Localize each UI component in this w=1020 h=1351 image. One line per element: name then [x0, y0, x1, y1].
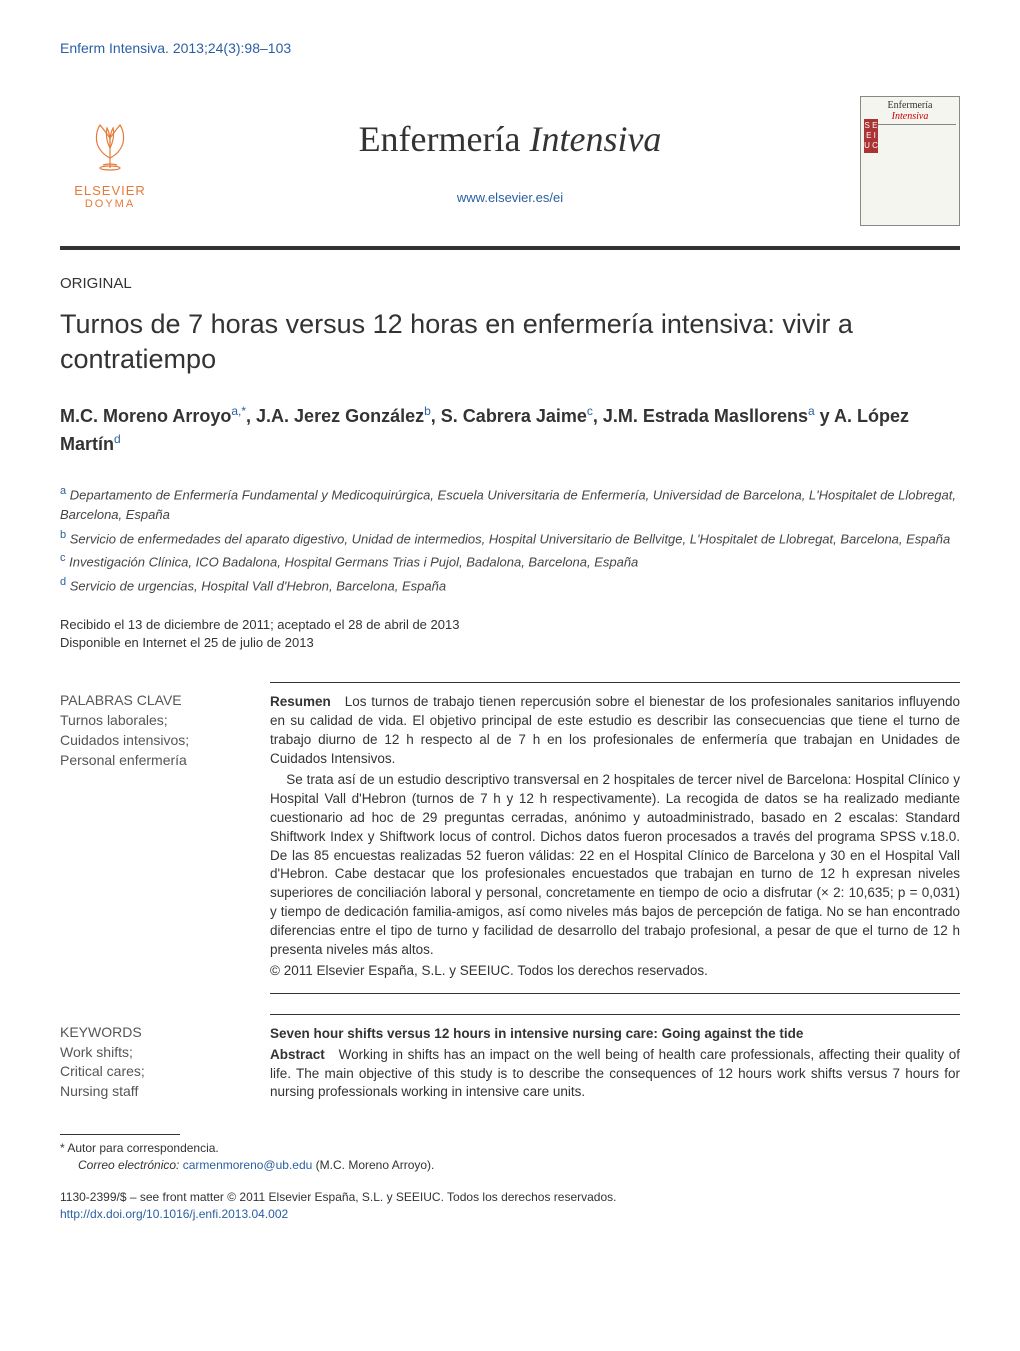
publisher-logo: ELSEVIER DOYMA [60, 113, 160, 210]
journal-url[interactable]: www.elsevier.es/ei [160, 190, 860, 205]
publisher-name: ELSEVIER [60, 183, 160, 198]
article-type: ORIGINAL [60, 275, 960, 292]
cover-side-letters: S E E I U C [864, 119, 878, 153]
doi-link[interactable]: http://dx.doi.org/10.1016/j.enfi.2013.04… [60, 1206, 960, 1223]
cover-title-1: Enfermería [888, 100, 933, 111]
keywords-heading-en: KEYWORDS [60, 1024, 245, 1040]
cover-title-2: Intensiva [892, 111, 929, 122]
resumen-p1: Los turnos de trabajo tienen repercusión… [270, 694, 960, 766]
corr-marker: * [60, 1141, 65, 1155]
email-label: Correo electrónico: [78, 1158, 179, 1172]
keywords-list-en: Work shifts;Critical cares;Nursing staff [60, 1043, 245, 1102]
online-date: Disponible en Internet el 25 de julio de… [60, 634, 960, 652]
authors: M.C. Moreno Arroyoa,*, J.A. Jerez Gonzál… [60, 402, 960, 458]
journal-title-block: Enfermería Intensiva www.elsevier.es/ei [160, 118, 860, 205]
corr-text: Autor para correspondencia. [67, 1141, 218, 1155]
affiliation-d: d Servicio de urgencias, Hospital Vall d… [60, 574, 960, 596]
footnote-separator [60, 1134, 180, 1135]
publisher-subname: DOYMA [60, 198, 160, 210]
resumen-copyright: © 2011 Elsevier España, S.L. y SEEIUC. T… [270, 962, 960, 981]
spanish-abstract-block: PALABRAS CLAVE Turnos laborales;Cuidados… [60, 682, 960, 993]
journal-header: ELSEVIER DOYMA Enfermería Intensiva www.… [60, 76, 960, 250]
affiliation-b: b Servicio de enfermedades del aparato d… [60, 527, 960, 549]
footnotes: * Autor para correspondencia. Correo ele… [60, 1140, 960, 1174]
email-author: (M.C. Moreno Arroyo). [316, 1158, 435, 1172]
journal-title-part1: Enfermería [359, 119, 530, 159]
abstract-p1: Working in shifts has an impact on the w… [270, 1047, 960, 1100]
bottom-info: 1130-2399/$ – see front matter © 2011 El… [60, 1189, 960, 1223]
article-title: Turnos de 7 horas versus 12 horas en enf… [60, 307, 960, 377]
header-citation: Enferm Intensiva. 2013;24(3):98–103 [60, 40, 960, 56]
journal-cover-thumbnail: Enfermería Intensiva S E E I U C [860, 96, 960, 226]
resumen-p2: Se trata así de un estudio descriptivo t… [270, 771, 960, 960]
english-abstract: Seven hour shifts versus 12 hours in int… [270, 1014, 960, 1115]
received-accepted-date: Recibido el 13 de diciembre de 2011; ace… [60, 616, 960, 634]
abstract-label: Abstract [270, 1047, 325, 1062]
spanish-keywords: PALABRAS CLAVE Turnos laborales;Cuidados… [60, 682, 245, 993]
corr-email[interactable]: carmenmoreno@ub.edu [183, 1158, 313, 1172]
english-abstract-block: KEYWORDS Work shifts;Critical cares;Nurs… [60, 1014, 960, 1115]
affiliations: a Departamento de Enfermería Fundamental… [60, 483, 960, 596]
affiliation-c: c Investigación Clínica, ICO Badalona, H… [60, 550, 960, 572]
issn-line: 1130-2399/$ – see front matter © 2011 El… [60, 1189, 960, 1206]
journal-title: Enfermería Intensiva [160, 118, 860, 160]
affiliation-a: a Departamento de Enfermería Fundamental… [60, 483, 960, 524]
journal-title-part2: Intensiva [529, 119, 661, 159]
resumen-label: Resumen [270, 694, 331, 709]
elsevier-tree-icon [85, 113, 135, 173]
english-keywords: KEYWORDS Work shifts;Critical cares;Nurs… [60, 1014, 245, 1115]
article-dates: Recibido el 13 de diciembre de 2011; ace… [60, 616, 960, 652]
english-title: Seven hour shifts versus 12 hours in int… [270, 1025, 960, 1044]
spanish-abstract: Resumen Los turnos de trabajo tienen rep… [270, 682, 960, 993]
keywords-list-es: Turnos laborales;Cuidados intensivos;Per… [60, 711, 245, 770]
keywords-heading-es: PALABRAS CLAVE [60, 692, 245, 708]
